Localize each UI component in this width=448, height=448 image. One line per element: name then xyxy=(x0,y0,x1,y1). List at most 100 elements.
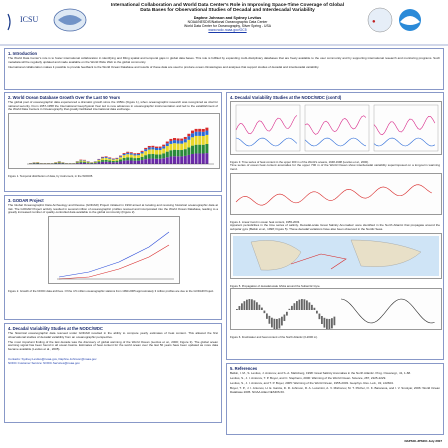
bar-segment xyxy=(173,143,176,150)
bar-segment xyxy=(108,162,112,165)
bar xyxy=(323,318,326,328)
bar-segment xyxy=(122,158,126,161)
bar-segment xyxy=(137,153,140,155)
bar-segment xyxy=(101,158,104,161)
reference: Boyer, T. P., J. I. Antonov, H. E. Garci… xyxy=(230,386,440,394)
bar xyxy=(283,314,286,322)
bar-segment xyxy=(129,152,133,154)
logo-mark xyxy=(7,13,11,31)
bar-segment xyxy=(198,129,202,132)
bar-segment xyxy=(183,137,187,140)
section-growth: 2. World Ocean Database Growth Over the … xyxy=(4,92,222,192)
bar-segment xyxy=(194,153,198,165)
bar-segment xyxy=(191,130,194,134)
section-heading: 4. Decadal Variability Studies at the NO… xyxy=(8,326,103,331)
bar xyxy=(266,313,268,320)
logo-noaa-gull xyxy=(400,16,420,25)
bar-segment xyxy=(194,129,198,132)
bar-segment xyxy=(101,160,104,163)
bar-segment xyxy=(119,159,122,162)
line xyxy=(304,115,367,135)
header-graphics: ICSU ● xyxy=(0,0,448,46)
bar-segment xyxy=(140,151,144,153)
figure-1-chart xyxy=(8,113,220,170)
bar xyxy=(241,303,243,311)
bar-segment xyxy=(151,146,155,148)
bar xyxy=(276,319,278,331)
bar-segment xyxy=(155,150,158,155)
bar-segment xyxy=(119,156,122,158)
line xyxy=(290,253,347,270)
section-heading: 1. Introduction xyxy=(8,51,38,56)
bar-segment xyxy=(93,162,97,164)
line xyxy=(304,137,367,147)
bar-segment xyxy=(144,159,148,165)
bar-segment xyxy=(155,159,158,165)
reference: Levitus, S., J. I. Antonov, and T. P. Bo… xyxy=(230,381,394,386)
line xyxy=(235,184,432,206)
bar-segment xyxy=(133,158,137,162)
paragraph: Apparent periodicities in the time serie… xyxy=(230,223,440,231)
bar xyxy=(256,302,258,311)
bar xyxy=(296,301,298,311)
bar-segment xyxy=(86,162,90,164)
bar-segment xyxy=(183,142,187,150)
bar-segment xyxy=(83,162,86,164)
bar xyxy=(298,299,301,311)
bar-segment xyxy=(104,156,108,158)
bar-segment xyxy=(198,131,202,137)
panel xyxy=(304,104,370,152)
bar-segment xyxy=(129,157,133,161)
bar-segment xyxy=(133,154,137,156)
bar-segment xyxy=(108,157,112,159)
figure-5-map xyxy=(230,232,442,279)
bar-segment xyxy=(86,162,90,163)
affiliation: NOAA/NESDIS/National Oceanographic Data … xyxy=(187,19,268,24)
bar-segment xyxy=(180,138,184,141)
bar-segment xyxy=(162,146,166,149)
figure-caption: Figure 3. Time series of heat content in… xyxy=(230,160,369,164)
bar-segment xyxy=(151,158,155,165)
bar-segment xyxy=(140,152,144,154)
logo-decor: ● xyxy=(372,19,376,25)
bar-segment xyxy=(97,161,101,163)
bar-segment xyxy=(180,156,184,165)
bar-segment xyxy=(162,158,166,165)
bar-segment xyxy=(115,160,119,163)
bar-segment xyxy=(137,160,140,165)
bar-segment xyxy=(133,153,137,155)
figure-6-chart xyxy=(230,288,442,331)
bar-segment xyxy=(79,161,83,163)
poster-title: International Collaboration and World Da… xyxy=(110,3,345,14)
bar-segment xyxy=(119,157,122,160)
panel xyxy=(235,104,301,152)
bar-segment xyxy=(162,144,166,147)
bar-segment xyxy=(201,153,205,165)
bar-segment xyxy=(115,162,119,165)
bar-segment xyxy=(108,159,112,161)
bar-segment xyxy=(151,147,155,150)
bar-segment xyxy=(144,148,148,150)
bar-segment xyxy=(86,163,90,165)
bar-segment xyxy=(126,157,130,161)
bar xyxy=(251,299,253,311)
figure-4-chart xyxy=(230,172,442,215)
bar-segment xyxy=(115,159,119,161)
url: www.nodc.noaa.gov/OC5 xyxy=(208,27,247,32)
bar-segment xyxy=(111,162,115,165)
line xyxy=(235,115,298,135)
section-heading: 2. World Ocean Database Growth Over the … xyxy=(8,95,121,100)
bar-segment xyxy=(101,157,104,158)
bar-segment xyxy=(194,136,198,145)
bar xyxy=(243,301,246,311)
bar-segment xyxy=(180,150,184,157)
bar xyxy=(248,299,251,311)
bar-segment xyxy=(133,155,137,159)
bar-segment xyxy=(158,148,162,151)
logo-text: ICSU xyxy=(20,15,38,24)
bar-segment xyxy=(122,155,126,159)
bar-segment xyxy=(137,158,140,161)
bar-segment xyxy=(191,145,194,155)
bar xyxy=(236,309,238,311)
